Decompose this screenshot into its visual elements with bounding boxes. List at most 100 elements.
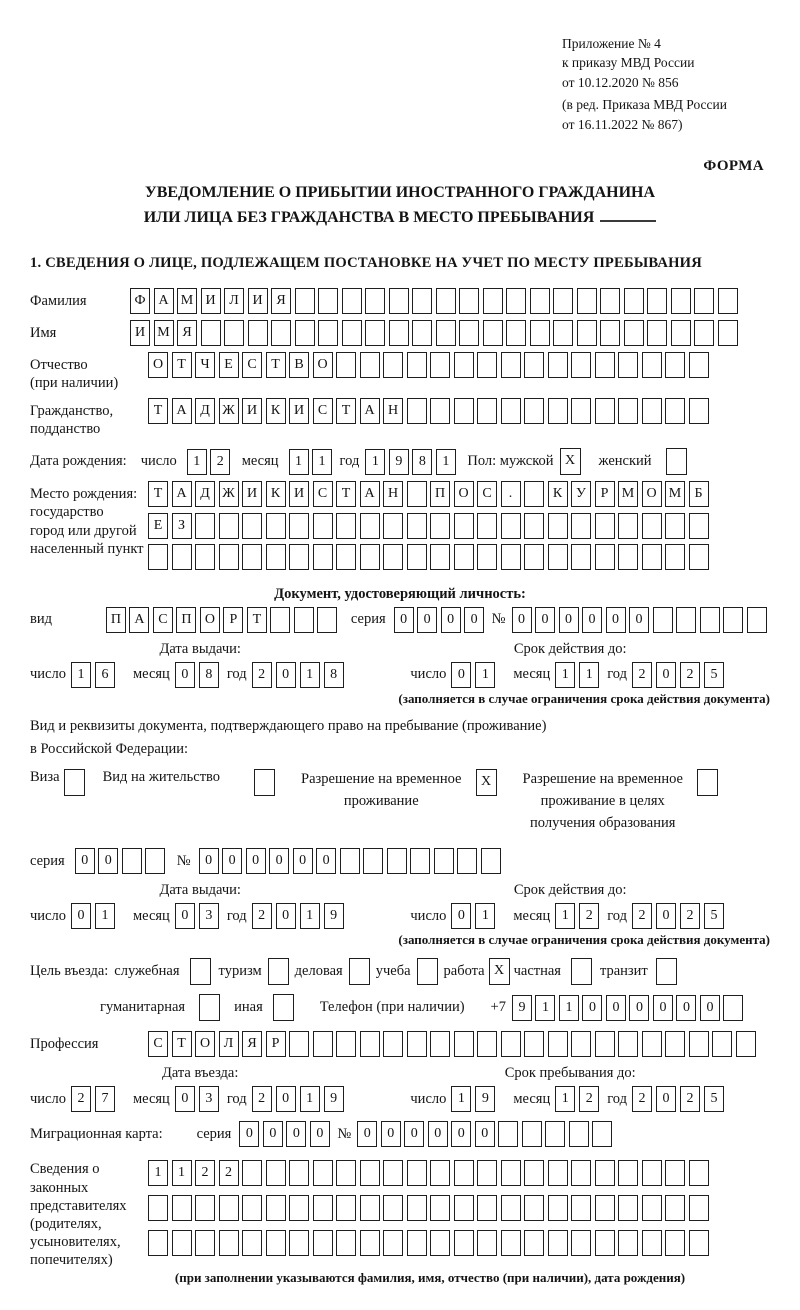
char-cell[interactable]: . <box>500 481 521 508</box>
char-cell[interactable]: 2 <box>218 1160 239 1187</box>
char-cell[interactable]: 0 <box>605 606 626 633</box>
char-cell[interactable] <box>600 287 620 314</box>
char-cell[interactable] <box>665 512 685 539</box>
char-cell[interactable]: Л <box>218 1031 239 1058</box>
char-cell[interactable] <box>699 606 720 633</box>
char-cell[interactable]: 0 <box>656 903 677 930</box>
char-cell[interactable] <box>412 319 432 346</box>
checkbox-purpose-official[interactable] <box>189 958 211 986</box>
char-cell[interactable]: А <box>359 481 380 508</box>
char-cell[interactable]: 0 <box>451 903 472 930</box>
checkbox-male[interactable]: X <box>559 448 581 476</box>
char-cell[interactable]: 0 <box>74 848 95 875</box>
char-cell[interactable] <box>386 848 407 875</box>
char-cell[interactable] <box>294 319 315 346</box>
char-cell[interactable]: 0 <box>174 1086 195 1113</box>
char-cell[interactable] <box>406 481 427 508</box>
char-cell[interactable] <box>265 512 286 539</box>
char-cell[interactable] <box>383 1195 403 1222</box>
char-cell[interactable] <box>500 1031 521 1058</box>
checkbox-temp-residence[interactable]: X <box>475 769 497 797</box>
char-cell[interactable]: 0 <box>699 994 720 1021</box>
char-cell[interactable]: 0 <box>451 1121 472 1148</box>
char-cell[interactable]: 0 <box>656 1086 677 1113</box>
char-cell[interactable]: 2 <box>680 1086 701 1113</box>
char-cell[interactable] <box>265 544 286 571</box>
char-cell[interactable] <box>365 287 385 314</box>
char-cell[interactable] <box>547 1195 568 1222</box>
char-cell[interactable]: 0 <box>262 1121 283 1148</box>
char-cell[interactable] <box>388 287 409 314</box>
char-cell[interactable]: 2 <box>579 903 600 930</box>
char-cell[interactable]: 9 <box>475 1086 496 1113</box>
char-cell[interactable]: 0 <box>357 1121 378 1148</box>
char-cell[interactable] <box>641 351 662 378</box>
char-cell[interactable] <box>746 606 767 633</box>
char-cell[interactable] <box>318 319 338 346</box>
char-cell[interactable] <box>270 606 291 633</box>
char-cell[interactable] <box>242 512 262 539</box>
char-cell[interactable] <box>406 1195 427 1222</box>
char-cell[interactable] <box>524 398 544 425</box>
char-cell[interactable] <box>242 1230 262 1257</box>
char-cell[interactable]: П <box>105 606 126 633</box>
checkbox-purpose-work[interactable]: X <box>488 958 510 986</box>
char-cell[interactable] <box>477 1195 497 1222</box>
char-cell[interactable] <box>723 994 744 1021</box>
char-cell[interactable]: И <box>247 287 268 314</box>
char-cell[interactable] <box>547 1160 568 1187</box>
char-cell[interactable] <box>688 512 709 539</box>
char-cell[interactable] <box>524 481 544 508</box>
char-cell[interactable] <box>665 1230 685 1257</box>
char-cell[interactable] <box>594 1160 615 1187</box>
char-cell[interactable] <box>618 1195 638 1222</box>
char-cell[interactable] <box>453 1195 474 1222</box>
char-cell[interactable] <box>571 1195 591 1222</box>
char-cell[interactable] <box>547 1230 568 1257</box>
char-cell[interactable] <box>618 351 638 378</box>
char-cell[interactable]: 0 <box>511 606 532 633</box>
char-cell[interactable]: Е <box>218 351 239 378</box>
char-cell[interactable]: Р <box>594 481 615 508</box>
char-cell[interactable]: 0 <box>174 661 195 688</box>
char-cell[interactable] <box>694 287 714 314</box>
char-cell[interactable] <box>247 319 268 346</box>
char-cell[interactable]: 1 <box>579 661 600 688</box>
char-cell[interactable] <box>148 544 168 571</box>
char-cell[interactable]: 2 <box>579 1086 600 1113</box>
char-cell[interactable]: 0 <box>417 606 438 633</box>
char-cell[interactable] <box>383 351 403 378</box>
char-cell[interactable] <box>547 1031 568 1058</box>
char-cell[interactable] <box>506 319 526 346</box>
char-cell[interactable]: М <box>618 481 638 508</box>
char-cell[interactable] <box>412 287 432 314</box>
char-cell[interactable]: 0 <box>535 606 555 633</box>
char-cell[interactable] <box>453 398 474 425</box>
char-cell[interactable] <box>359 544 380 571</box>
char-cell[interactable] <box>592 1121 613 1148</box>
char-cell[interactable] <box>641 398 662 425</box>
char-cell[interactable] <box>359 1230 380 1257</box>
char-cell[interactable]: С <box>242 351 262 378</box>
char-cell[interactable]: 0 <box>380 1121 401 1148</box>
char-cell[interactable]: Т <box>265 351 286 378</box>
char-cell[interactable]: С <box>312 398 333 425</box>
char-cell[interactable] <box>406 544 427 571</box>
char-cell[interactable] <box>647 319 667 346</box>
char-cell[interactable] <box>430 1195 450 1222</box>
char-cell[interactable] <box>547 512 568 539</box>
char-cell[interactable] <box>665 1031 685 1058</box>
char-cell[interactable] <box>145 848 166 875</box>
char-cell[interactable]: 2 <box>251 1086 272 1113</box>
char-cell[interactable] <box>289 1031 309 1058</box>
char-cell[interactable]: Д <box>195 481 215 508</box>
char-cell[interactable]: З <box>171 512 192 539</box>
char-cell[interactable] <box>406 1230 427 1257</box>
char-cell[interactable] <box>524 512 544 539</box>
char-cell[interactable] <box>524 1031 544 1058</box>
char-cell[interactable]: Е <box>148 512 168 539</box>
char-cell[interactable] <box>341 287 362 314</box>
char-cell[interactable] <box>524 1230 544 1257</box>
char-cell[interactable] <box>293 606 314 633</box>
char-cell[interactable] <box>359 1195 380 1222</box>
